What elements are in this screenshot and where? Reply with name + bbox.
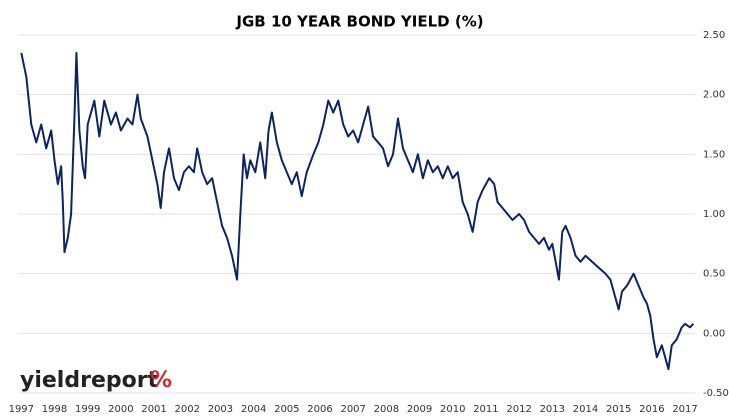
chart-title: JGB 10 YEAR BOND YIELD (%) <box>235 13 483 31</box>
x-tick-label: 2012 <box>506 404 531 415</box>
x-tick-label: 2003 <box>208 404 233 415</box>
x-tick-label: 2015 <box>606 404 631 415</box>
x-tick-label: 2006 <box>307 404 332 415</box>
x-tick-label: 2007 <box>340 404 365 415</box>
y-tick-label: 2.00 <box>703 90 725 101</box>
grid <box>18 34 695 394</box>
x-tick-label: 2004 <box>241 404 266 415</box>
x-tick-label: 2000 <box>108 404 133 415</box>
x-tick-label: 1997 <box>9 404 34 415</box>
y-tick-label: 0.50 <box>703 269 725 280</box>
x-tick-label: 2009 <box>407 404 432 415</box>
y-tick-label: 2.50 <box>703 30 725 41</box>
y-tick-label: 1.00 <box>703 209 725 220</box>
x-tick-label: 1999 <box>75 404 100 415</box>
x-tick-label: 2014 <box>573 404 598 415</box>
x-tick-label: 2010 <box>440 404 465 415</box>
watermark: yieldreport <box>20 368 159 393</box>
x-tick-label: 2017 <box>672 404 697 415</box>
y-tick-label: -0.50 <box>703 388 729 399</box>
x-tick-label: 1998 <box>42 404 67 415</box>
x-tick-label: 2005 <box>274 404 299 415</box>
y-tick-label: 0.00 <box>703 328 725 339</box>
x-tick-label: 2008 <box>374 404 399 415</box>
plot <box>20 51 695 371</box>
x-tick-label: 2002 <box>175 404 200 415</box>
watermark-symbol: % <box>150 368 172 393</box>
y-tick-label: 1.50 <box>703 149 725 160</box>
x-tick-label: 2016 <box>639 404 664 415</box>
line-series <box>20 51 695 371</box>
x-tick-label: 2011 <box>473 404 498 415</box>
x-tick-label: 2001 <box>141 404 166 415</box>
x-tick-label: 2013 <box>540 404 565 415</box>
